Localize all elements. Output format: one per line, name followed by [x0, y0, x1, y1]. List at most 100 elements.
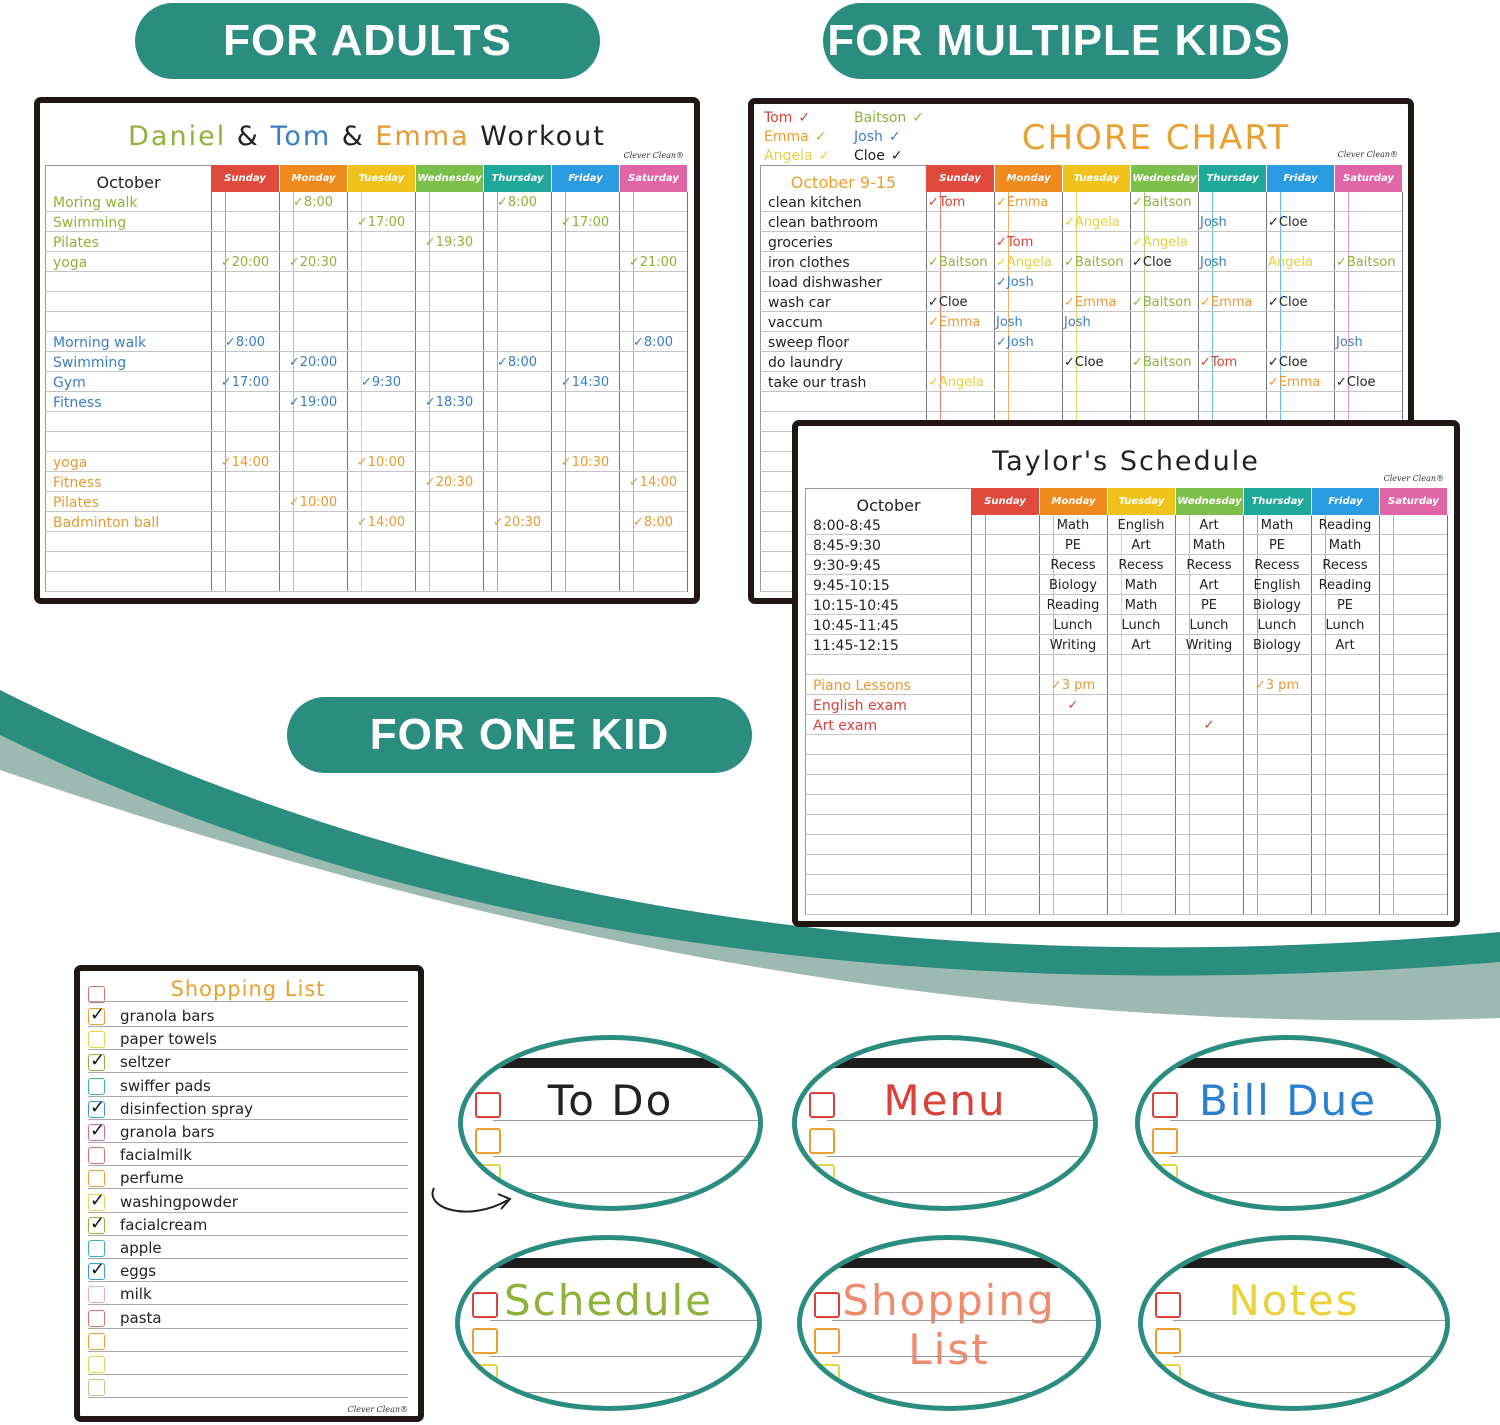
table-cell[interactable]: Art — [1335, 638, 1355, 653]
table-cell[interactable]: ✓14:30 — [560, 375, 610, 390]
table-cell[interactable]: ✓Emma — [1268, 375, 1321, 390]
checkbox[interactable]: ✓ — [88, 1213, 105, 1234]
table-cell[interactable]: ✓9:30 — [360, 375, 402, 390]
table-cell[interactable]: Josh — [1200, 255, 1227, 270]
table-cell[interactable]: Recess — [1254, 558, 1300, 573]
checkbox[interactable] — [809, 1164, 835, 1190]
checkbox[interactable] — [88, 1031, 105, 1049]
checkbox[interactable] — [88, 1286, 105, 1304]
checkbox[interactable] — [809, 1092, 835, 1118]
table-cell[interactable]: ✓Baitson — [1132, 355, 1192, 370]
table-cell[interactable]: ✓8:00 — [496, 355, 538, 370]
table-cell[interactable]: ✓Angela — [1132, 235, 1188, 250]
table-cell[interactable]: ✓Baitson — [928, 255, 988, 270]
table-cell[interactable]: PE — [1200, 598, 1218, 613]
checkbox[interactable] — [472, 1328, 498, 1354]
checkbox[interactable] — [1152, 1164, 1178, 1190]
checkbox[interactable] — [814, 1292, 840, 1318]
table-cell[interactable]: Recess — [1186, 558, 1232, 573]
table-cell[interactable]: Math — [1260, 518, 1294, 533]
table-cell[interactable]: Lunch — [1189, 618, 1229, 633]
table-cell[interactable]: ✓Baitson — [1336, 255, 1396, 270]
checkbox[interactable] — [814, 1364, 840, 1390]
checkbox[interactable]: ✓ — [88, 1120, 105, 1141]
checkbox[interactable] — [1152, 1128, 1178, 1154]
table-cell[interactable]: ✓3 pm — [1254, 678, 1300, 693]
table-cell[interactable]: ✓10:00 — [288, 495, 338, 510]
table-cell[interactable]: Biology — [1253, 598, 1301, 613]
table-cell[interactable]: Biology — [1049, 578, 1097, 593]
table-cell[interactable]: ✓Baitson — [1132, 195, 1192, 210]
checkbox[interactable] — [809, 1128, 835, 1154]
checkbox[interactable] — [88, 1147, 105, 1165]
table-cell[interactable]: Recess — [1118, 558, 1164, 573]
table-cell[interactable]: ✓20:30 — [424, 475, 474, 490]
table-cell[interactable]: Lunch — [1325, 618, 1365, 633]
table-cell[interactable]: ✓20:00 — [288, 355, 338, 370]
table-cell[interactable]: Josh — [1200, 215, 1227, 230]
table-cell[interactable]: Writing — [1185, 638, 1233, 653]
table-cell[interactable]: Writing — [1049, 638, 1097, 653]
table-cell[interactable]: ✓10:00 — [356, 455, 406, 470]
table-cell[interactable]: Reading — [1318, 578, 1372, 593]
table-cell[interactable]: Art — [1131, 638, 1151, 653]
table-cell[interactable]: ✓Emma — [1200, 295, 1253, 310]
table-cell[interactable]: ✓17:00 — [560, 215, 610, 230]
table-cell[interactable]: ✓Angela — [996, 255, 1052, 270]
table-cell[interactable]: ✓14:00 — [220, 455, 270, 470]
table-cell[interactable]: ✓3 pm — [1050, 678, 1096, 693]
checkbox[interactable] — [88, 1077, 105, 1095]
table-cell[interactable]: ✓Emma — [1064, 295, 1117, 310]
checkbox[interactable]: ✓ — [88, 1190, 105, 1211]
table-cell[interactable]: ✓Cloe — [1064, 355, 1104, 370]
checkbox[interactable] — [1155, 1292, 1181, 1318]
checkbox[interactable] — [1155, 1364, 1181, 1390]
table-cell[interactable]: Art — [1131, 538, 1151, 553]
checkbox[interactable] — [88, 1332, 105, 1350]
table-cell[interactable]: ✓Cloe — [1268, 215, 1308, 230]
checkbox[interactable] — [88, 1356, 105, 1373]
table-cell[interactable]: Art — [1199, 518, 1219, 533]
table-cell[interactable]: PE — [1268, 538, 1286, 553]
table-cell[interactable]: ✓Baitson — [1132, 295, 1192, 310]
table-cell[interactable]: ✓Tom — [928, 195, 966, 210]
checkbox[interactable]: ✓ — [88, 1097, 105, 1118]
checkbox[interactable] — [1155, 1328, 1181, 1354]
table-cell[interactable]: ✓Angela — [928, 375, 984, 390]
table-cell[interactable]: ✓8:00 — [224, 335, 266, 350]
checkbox[interactable]: ✓ — [88, 1004, 105, 1025]
table-cell[interactable]: Reading — [1318, 518, 1372, 533]
table-cell[interactable]: Josh — [1064, 315, 1091, 330]
table-cell[interactable]: Josh — [1336, 335, 1363, 350]
table-cell[interactable]: ✓Josh — [996, 335, 1034, 350]
table-cell[interactable]: ✓10:30 — [560, 455, 610, 470]
checkbox[interactable] — [88, 1309, 105, 1327]
checkbox[interactable] — [472, 1364, 498, 1390]
table-cell[interactable]: ✓14:00 — [628, 475, 678, 490]
table-cell[interactable]: ✓Cloe — [1268, 355, 1308, 370]
table-cell[interactable]: Josh — [996, 315, 1023, 330]
table-cell[interactable]: ✓Tom — [1200, 355, 1238, 370]
table-cell[interactable]: ✓Baitson — [1064, 255, 1124, 270]
table-cell[interactable]: ✓Emma — [996, 195, 1049, 210]
checkbox[interactable] — [88, 1240, 105, 1257]
table-cell[interactable]: English — [1117, 518, 1165, 533]
table-cell[interactable]: ✓20:30 — [492, 515, 542, 530]
table-cell[interactable]: ✓19:30 — [424, 235, 474, 250]
table-cell[interactable]: Lunch — [1053, 618, 1093, 633]
table-cell[interactable]: Biology — [1253, 638, 1301, 653]
checkbox[interactable] — [814, 1328, 840, 1354]
table-cell[interactable]: ✓Cloe — [1336, 375, 1376, 390]
table-cell[interactable]: ✓8:00 — [632, 515, 674, 530]
table-cell[interactable]: PE — [1336, 598, 1354, 613]
table-cell[interactable]: Recess — [1050, 558, 1096, 573]
table-cell[interactable]: English — [1253, 578, 1301, 593]
checkbox-icon[interactable] — [88, 986, 105, 1003]
table-cell[interactable]: Reading — [1046, 598, 1100, 613]
table-cell[interactable]: ✓18:30 — [424, 395, 474, 410]
table-cell[interactable]: Math — [1328, 538, 1362, 553]
table-cell[interactable]: Art — [1199, 578, 1219, 593]
table-cell[interactable]: ✓17:00 — [356, 215, 406, 230]
table-cell[interactable]: Math — [1124, 578, 1158, 593]
table-cell[interactable]: ✓Angela — [1064, 215, 1120, 230]
